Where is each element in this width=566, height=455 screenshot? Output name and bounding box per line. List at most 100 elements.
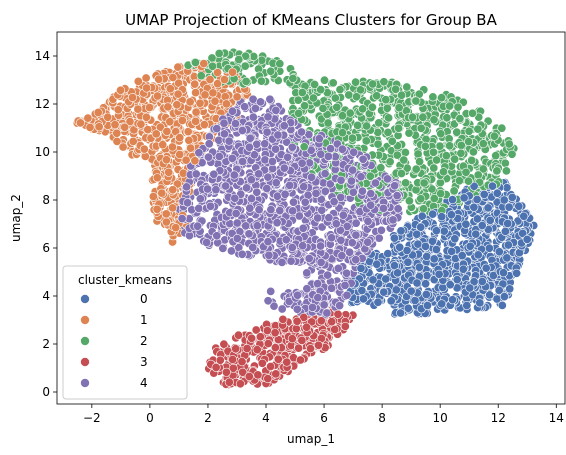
point-cluster-4 (394, 205, 402, 213)
point-cluster-1 (94, 108, 102, 116)
point-cluster-0 (421, 280, 429, 288)
point-cluster-4 (238, 157, 246, 165)
point-cluster-2 (474, 125, 482, 133)
point-cluster-0 (438, 300, 446, 308)
point-cluster-4 (320, 301, 328, 309)
point-cluster-1 (137, 120, 145, 128)
point-cluster-2 (420, 179, 428, 187)
point-cluster-4 (332, 220, 340, 228)
legend-marker-2 (81, 337, 90, 346)
point-cluster-2 (242, 77, 250, 85)
point-cluster-2 (457, 141, 465, 149)
point-cluster-4 (314, 293, 322, 301)
point-cluster-1 (186, 144, 194, 152)
point-cluster-3 (222, 368, 230, 376)
point-cluster-4 (327, 284, 335, 292)
x-tick-label: 2 (204, 411, 212, 425)
point-cluster-4 (338, 252, 346, 260)
point-cluster-0 (393, 269, 401, 277)
x-axis: −2 0 2 4 6 8 10 12 14 (83, 404, 564, 425)
point-cluster-1 (186, 98, 194, 106)
point-cluster-2 (405, 197, 413, 205)
point-cluster-4 (276, 206, 284, 214)
point-cluster-3 (216, 356, 224, 364)
point-cluster-0 (488, 182, 496, 190)
point-cluster-2 (430, 194, 438, 202)
point-cluster-2 (400, 156, 408, 164)
point-cluster-1 (114, 106, 122, 114)
point-cluster-2 (351, 78, 359, 86)
point-cluster-2 (368, 103, 376, 111)
point-cluster-4 (212, 186, 220, 194)
point-cluster-2 (319, 104, 327, 112)
point-cluster-1 (228, 68, 236, 76)
point-cluster-2 (412, 165, 420, 173)
x-axis-label: umap_1 (287, 432, 335, 446)
point-cluster-4 (347, 177, 355, 185)
point-cluster-4 (246, 204, 254, 212)
point-cluster-4 (238, 126, 246, 134)
point-cluster-4 (352, 256, 360, 264)
point-cluster-1 (155, 75, 163, 83)
point-cluster-4 (364, 217, 372, 225)
point-cluster-3 (283, 358, 291, 366)
point-cluster-4 (255, 206, 263, 214)
point-cluster-3 (258, 359, 266, 367)
legend-marker-1 (81, 316, 90, 325)
point-cluster-4 (300, 183, 308, 191)
point-cluster-0 (404, 304, 412, 312)
point-cluster-4 (364, 238, 372, 246)
point-cluster-4 (338, 145, 346, 153)
point-cluster-4 (238, 250, 246, 258)
point-cluster-1 (172, 223, 180, 231)
point-cluster-2 (384, 128, 392, 136)
point-cluster-2 (362, 122, 370, 130)
point-cluster-0 (474, 251, 482, 259)
point-cluster-4 (314, 214, 322, 222)
point-cluster-1 (86, 123, 94, 131)
point-cluster-2 (430, 116, 438, 124)
point-cluster-4 (312, 189, 320, 197)
legend-label-0: 0 (140, 292, 148, 306)
point-cluster-4 (264, 297, 272, 305)
y-tick-label: 10 (35, 145, 50, 159)
point-cluster-4 (345, 248, 353, 256)
point-cluster-4 (334, 264, 342, 272)
point-cluster-2 (451, 155, 459, 163)
point-cluster-1 (111, 121, 119, 129)
point-cluster-4 (220, 119, 228, 127)
point-cluster-2 (384, 114, 392, 122)
x-tick-label: 8 (378, 411, 386, 425)
point-cluster-2 (336, 85, 344, 93)
point-cluster-3 (314, 341, 322, 349)
point-cluster-0 (470, 203, 478, 211)
point-cluster-0 (435, 270, 443, 278)
point-cluster-1 (169, 186, 177, 194)
point-cluster-4 (249, 243, 257, 251)
point-cluster-4 (348, 239, 356, 247)
point-cluster-0 (504, 219, 512, 227)
point-cluster-3 (296, 356, 304, 364)
point-cluster-0 (482, 264, 490, 272)
point-cluster-0 (520, 212, 528, 220)
point-cluster-4 (352, 231, 360, 239)
point-cluster-2 (450, 187, 458, 195)
point-cluster-1 (84, 114, 92, 122)
point-cluster-1 (169, 73, 177, 81)
point-cluster-4 (317, 258, 325, 266)
point-cluster-3 (294, 344, 302, 352)
point-cluster-0 (407, 287, 415, 295)
point-cluster-4 (293, 291, 301, 299)
point-cluster-4 (343, 291, 351, 299)
point-cluster-2 (353, 121, 361, 129)
point-cluster-1 (191, 157, 199, 165)
point-cluster-0 (429, 210, 437, 218)
point-cluster-2 (498, 124, 506, 132)
point-cluster-2 (348, 134, 356, 142)
point-cluster-4 (230, 171, 238, 179)
point-cluster-2 (377, 164, 385, 172)
point-cluster-4 (202, 238, 210, 246)
point-cluster-1 (174, 90, 182, 98)
point-cluster-2 (338, 129, 346, 137)
point-cluster-1 (159, 141, 167, 149)
